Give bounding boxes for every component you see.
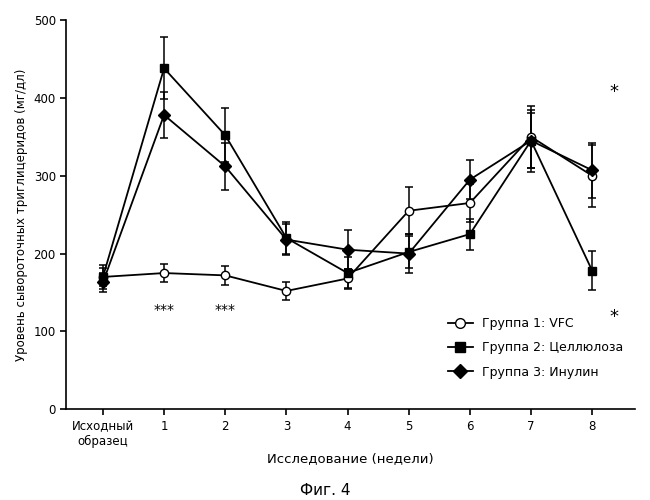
Text: *: * (609, 82, 618, 100)
Text: Фиг. 4: Фиг. 4 (300, 483, 350, 498)
Y-axis label: Уровень сывороточных триглицеридов (мг/дл): Уровень сывороточных триглицеридов (мг/д… (15, 68, 28, 361)
Text: ***: *** (214, 302, 236, 316)
Legend: Группа 1: VFC, Группа 2: Целлюлоза, Группа 3: Инулин: Группа 1: VFC, Группа 2: Целлюлоза, Груп… (443, 312, 629, 384)
Text: *: * (609, 308, 618, 326)
Text: ***: *** (153, 302, 175, 316)
X-axis label: Исследование (недели): Исследование (недели) (267, 452, 434, 465)
